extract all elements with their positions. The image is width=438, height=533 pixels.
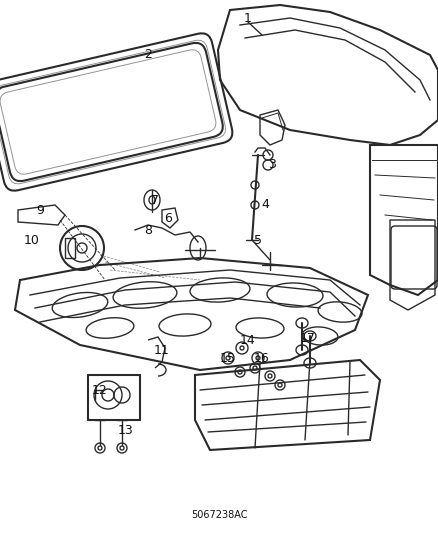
- Text: 16: 16: [254, 351, 270, 365]
- Text: 10: 10: [24, 233, 40, 246]
- Text: 15: 15: [220, 351, 236, 365]
- Text: 5067238AC: 5067238AC: [191, 510, 247, 520]
- Text: 8: 8: [144, 223, 152, 237]
- Text: 13: 13: [118, 424, 134, 437]
- Text: 6: 6: [164, 212, 172, 224]
- Text: 5: 5: [254, 233, 262, 246]
- Text: 14: 14: [240, 334, 256, 346]
- Text: 12: 12: [92, 384, 108, 397]
- Text: 7: 7: [151, 193, 159, 206]
- Text: 1: 1: [244, 12, 252, 25]
- Text: 9: 9: [36, 204, 44, 216]
- Text: 17: 17: [300, 332, 316, 344]
- Text: 3: 3: [268, 158, 276, 172]
- Text: 11: 11: [154, 343, 170, 357]
- Text: 2: 2: [144, 49, 152, 61]
- Text: 4: 4: [261, 198, 269, 212]
